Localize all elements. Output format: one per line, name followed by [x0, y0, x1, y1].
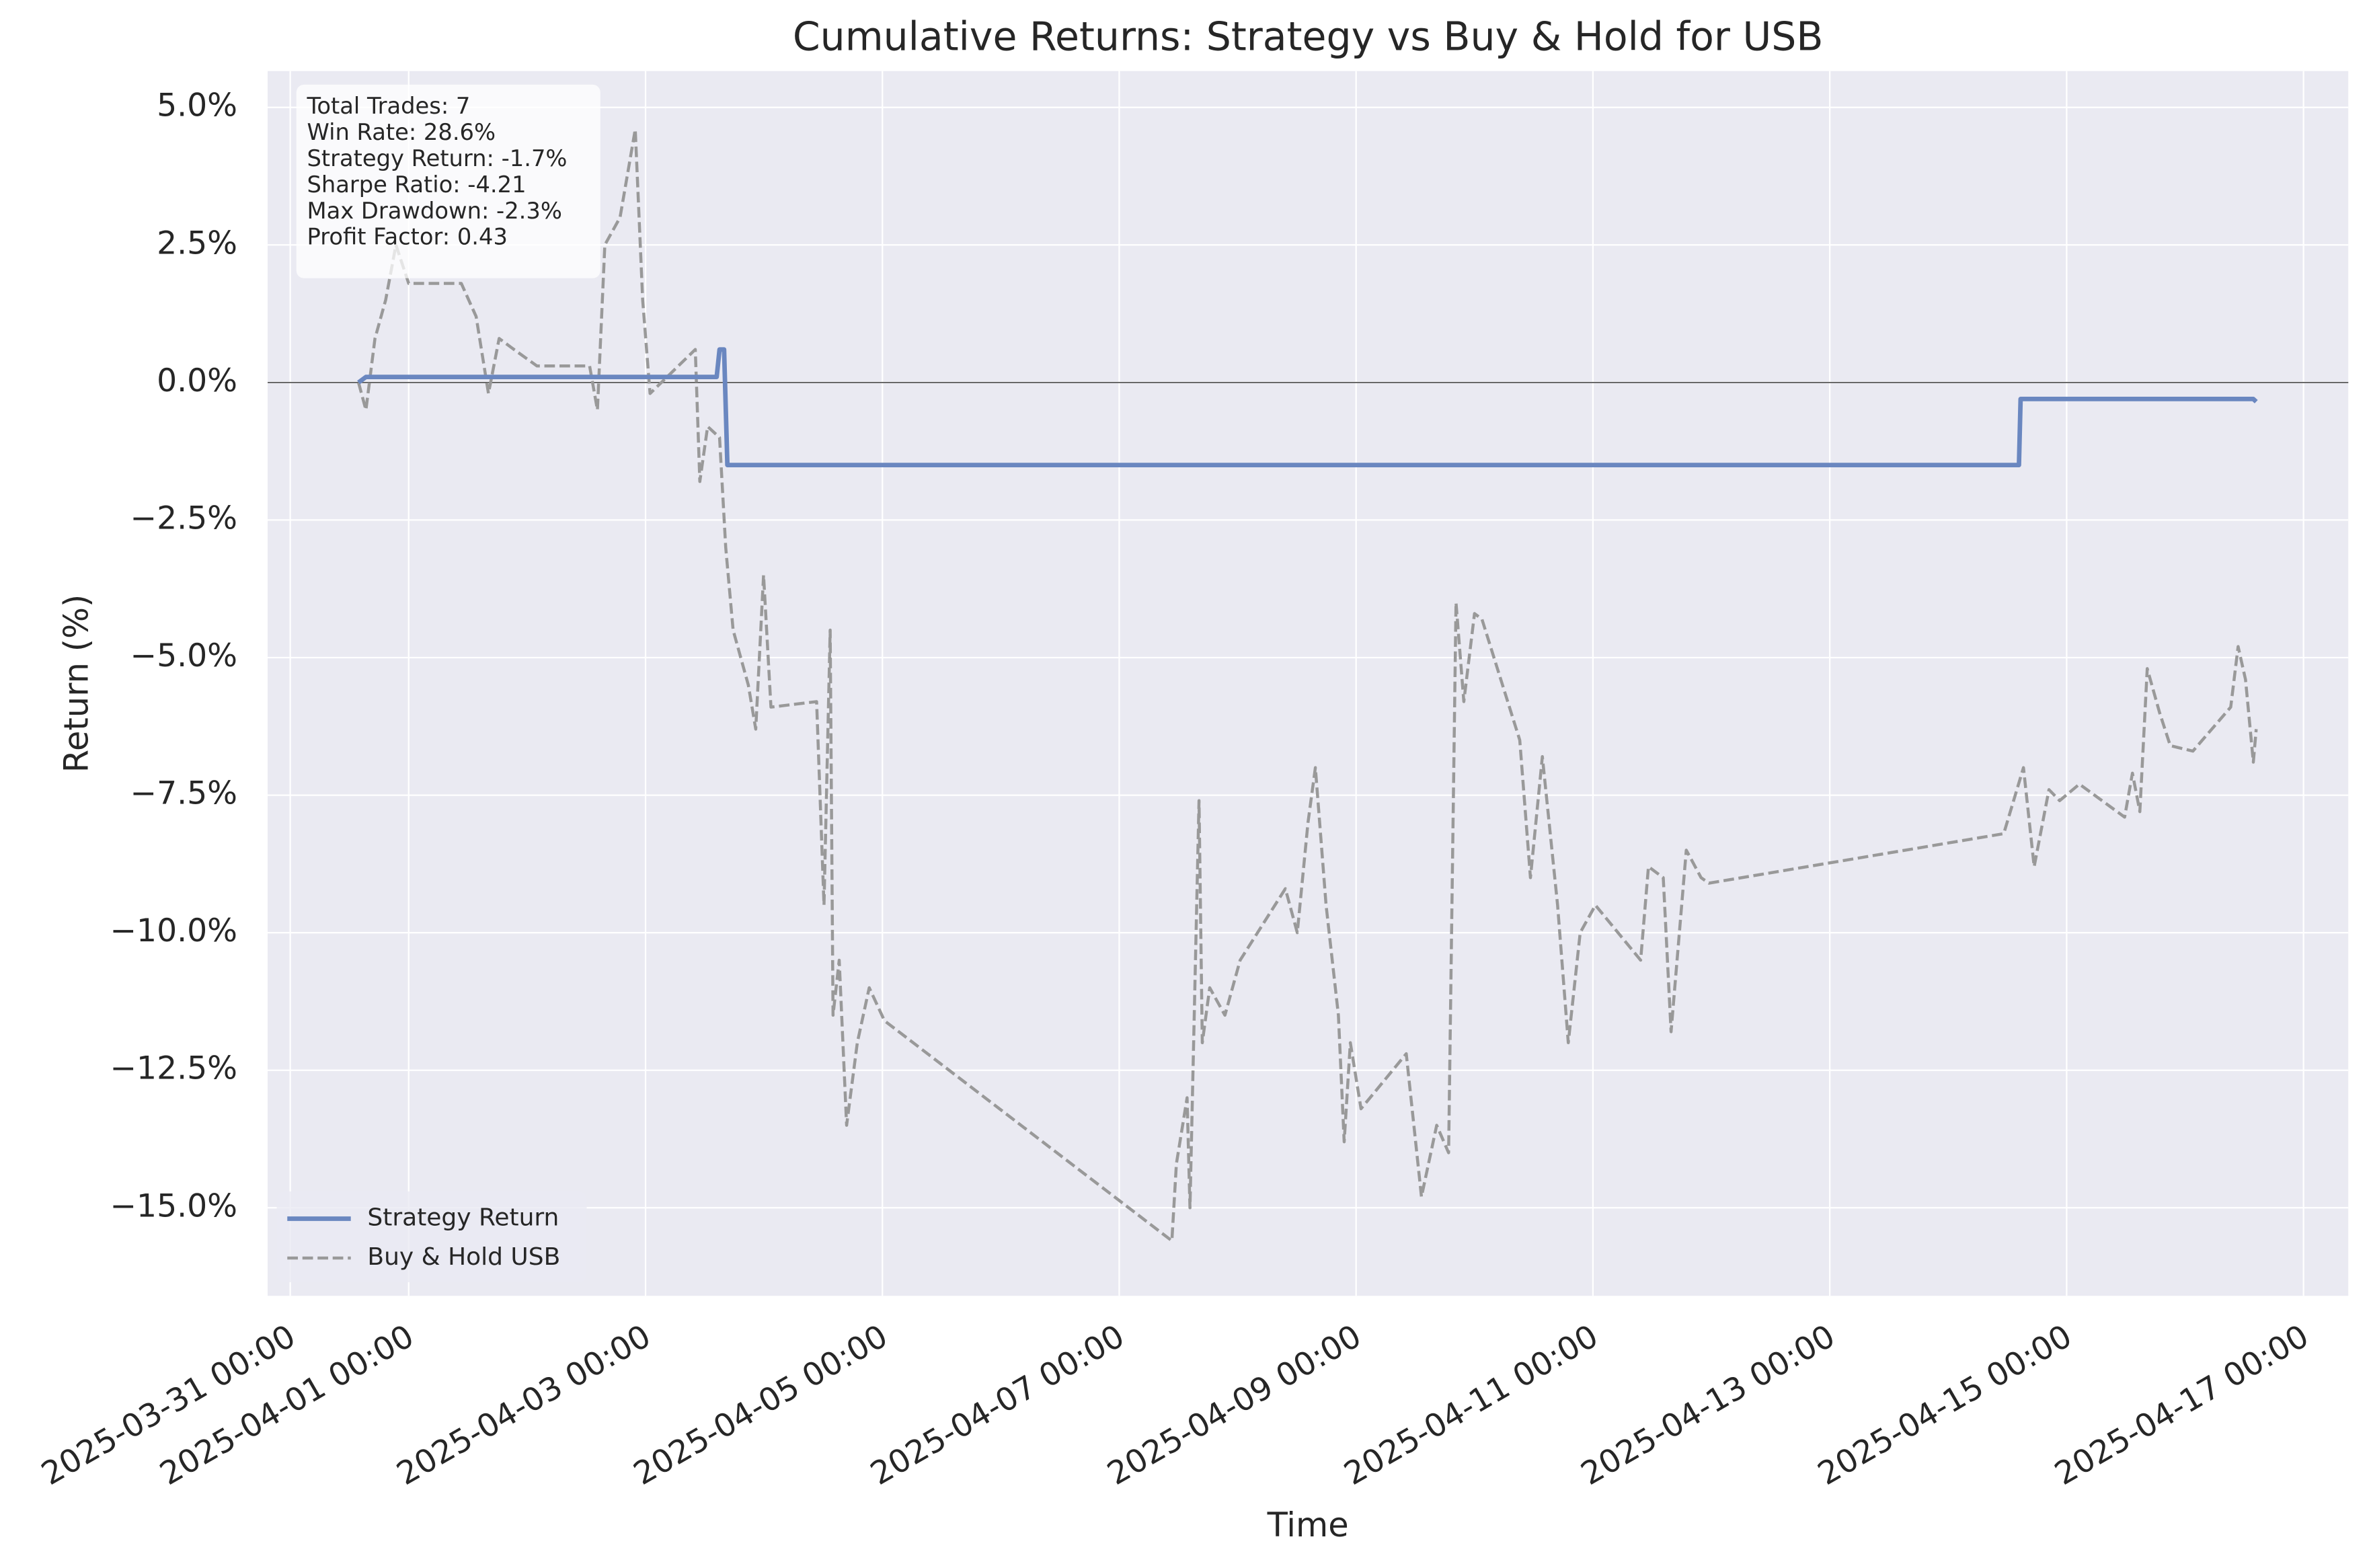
annotation-text: Profit Factor: 0.43 [307, 224, 507, 250]
annotation-box [296, 84, 600, 278]
legend-box [276, 1191, 587, 1282]
annotation-text: Strategy Return: -1.7% [307, 145, 567, 171]
y-tick-label: −2.5% [130, 500, 238, 537]
legend-label: Buy & Hold USB [367, 1243, 560, 1271]
y-tick-label: 2.5% [157, 225, 237, 262]
y-tick-label: −5.0% [130, 637, 238, 674]
y-axis-label: Return (%) [56, 594, 95, 773]
series-line [357, 347, 2258, 467]
x-tick-label: 2025-04-11 00:00 [1338, 1318, 1604, 1493]
y-tick-label: 0.0% [157, 362, 237, 399]
annotation-text: Win Rate: 28.6% [307, 119, 496, 145]
annotation-text: Sharpe Ratio: -4.21 [307, 171, 526, 198]
legend: Strategy Return Buy & Hold USB [276, 1191, 587, 1282]
grid [268, 71, 2349, 1296]
annotation-text: Max Drawdown: -2.3% [307, 198, 561, 224]
x-tick-label: 2025-04-07 00:00 [864, 1318, 1130, 1493]
x-tick-label: 2025-04-03 00:00 [391, 1318, 657, 1493]
x-tick-label: 2025-04-09 00:00 [1101, 1318, 1368, 1493]
chart-title: Cumulative Returns: Strategy vs Buy & Ho… [793, 14, 1824, 60]
x-tick-label: 2025-04-05 00:00 [627, 1318, 894, 1493]
y-tick-label: −12.5% [110, 1050, 237, 1087]
y-tick-label: 5.0% [157, 87, 237, 124]
series-line [357, 128, 2258, 1243]
legend-label: Strategy Return [367, 1204, 559, 1232]
x-tick-label: 2025-04-13 00:00 [1575, 1318, 1841, 1493]
lines [268, 128, 2349, 1243]
x-tick-label: 2025-04-17 00:00 [2049, 1318, 2315, 1493]
y-tick-label: −7.5% [130, 775, 238, 812]
y-tick-label: −15.0% [110, 1187, 237, 1224]
x-axis-label: Time [1267, 1505, 1349, 1544]
plot-area [268, 71, 2349, 1296]
x-tick-label: 2025-04-15 00:00 [1812, 1318, 2078, 1493]
y-tick-label: −10.0% [110, 912, 237, 949]
annotation-text: Total Trades: 7 [306, 93, 470, 119]
